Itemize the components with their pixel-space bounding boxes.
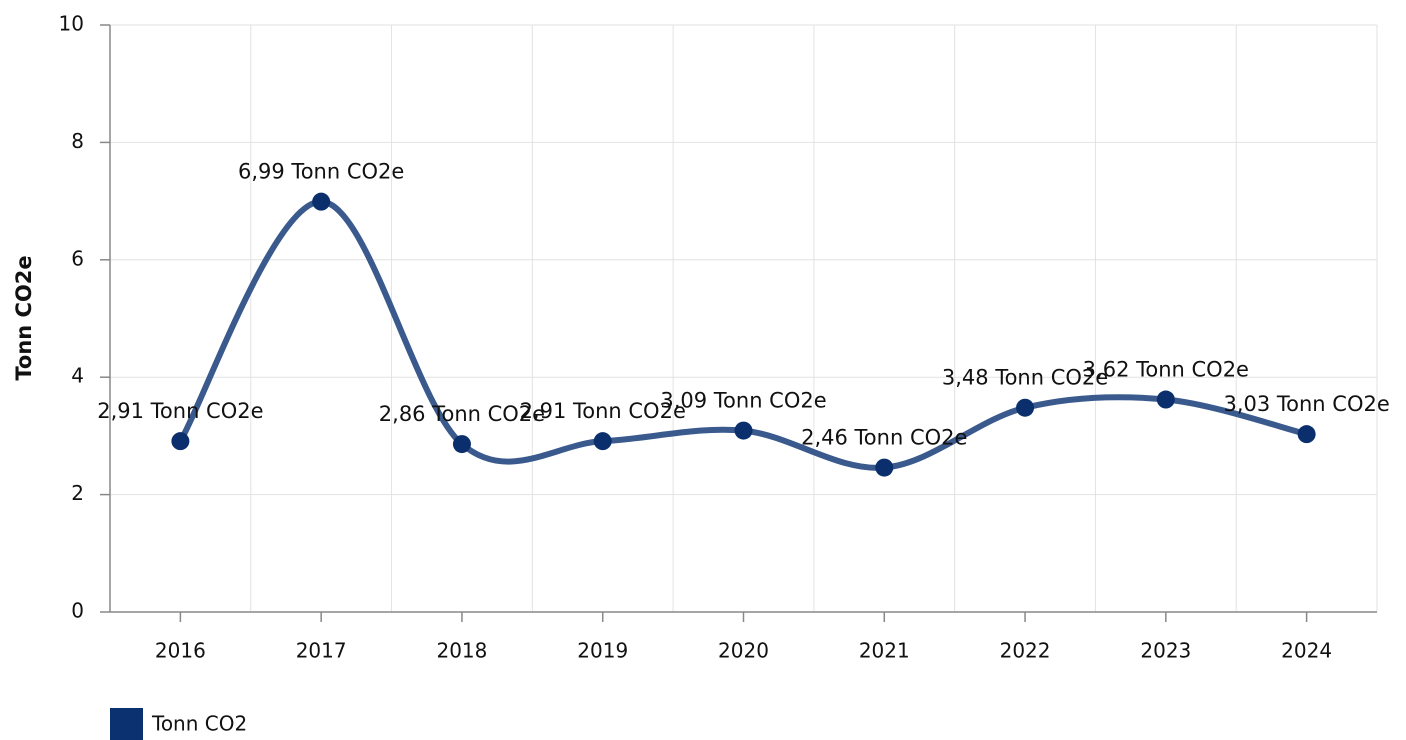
data-label: 3,09 Tonn CO2e: [660, 389, 826, 413]
x-tick-label: 2021: [859, 639, 910, 663]
y-tick-label: 2: [71, 481, 84, 505]
x-tick-label: 2024: [1281, 639, 1332, 663]
point: [593, 432, 612, 451]
legend-label: Tonn CO2: [151, 712, 247, 736]
point: [452, 435, 471, 454]
y-tick-label: 8: [71, 129, 84, 153]
x-tick-label: 2022: [1000, 639, 1051, 663]
point: [1297, 425, 1316, 444]
y-tick-label: 0: [71, 599, 84, 623]
point: [171, 432, 190, 451]
data-label: 2,46 Tonn CO2e: [801, 426, 967, 450]
point: [875, 458, 894, 477]
data-label: 2,91 Tonn CO2e: [520, 399, 686, 423]
legend-swatch: [110, 708, 143, 740]
x-tick-label: 2016: [155, 639, 206, 663]
point: [312, 192, 331, 211]
x-tick-label: 2019: [577, 639, 628, 663]
data-label: 2,91 Tonn CO2e: [97, 399, 263, 423]
y-tick-label: 6: [71, 246, 84, 270]
y-tick-label: 10: [59, 12, 84, 36]
x-tick-label: 2018: [436, 639, 487, 663]
y-tick-label: 4: [71, 364, 84, 388]
x-tick-label: 2017: [296, 639, 347, 663]
data-label: 2,86 Tonn CO2e: [379, 402, 545, 426]
data-label: 3,03 Tonn CO2e: [1223, 392, 1389, 416]
data-label: 6,99 Tonn CO2e: [238, 160, 404, 184]
point: [734, 421, 753, 440]
data-label: 3,62 Tonn CO2e: [1083, 358, 1249, 382]
point: [1016, 398, 1035, 417]
y-axis-label: Tonn CO2e: [12, 255, 36, 380]
x-tick-label: 2023: [1140, 639, 1191, 663]
data-label: 3,48 Tonn CO2e: [942, 366, 1108, 390]
point: [1156, 390, 1175, 409]
x-tick-label: 2020: [718, 639, 769, 663]
